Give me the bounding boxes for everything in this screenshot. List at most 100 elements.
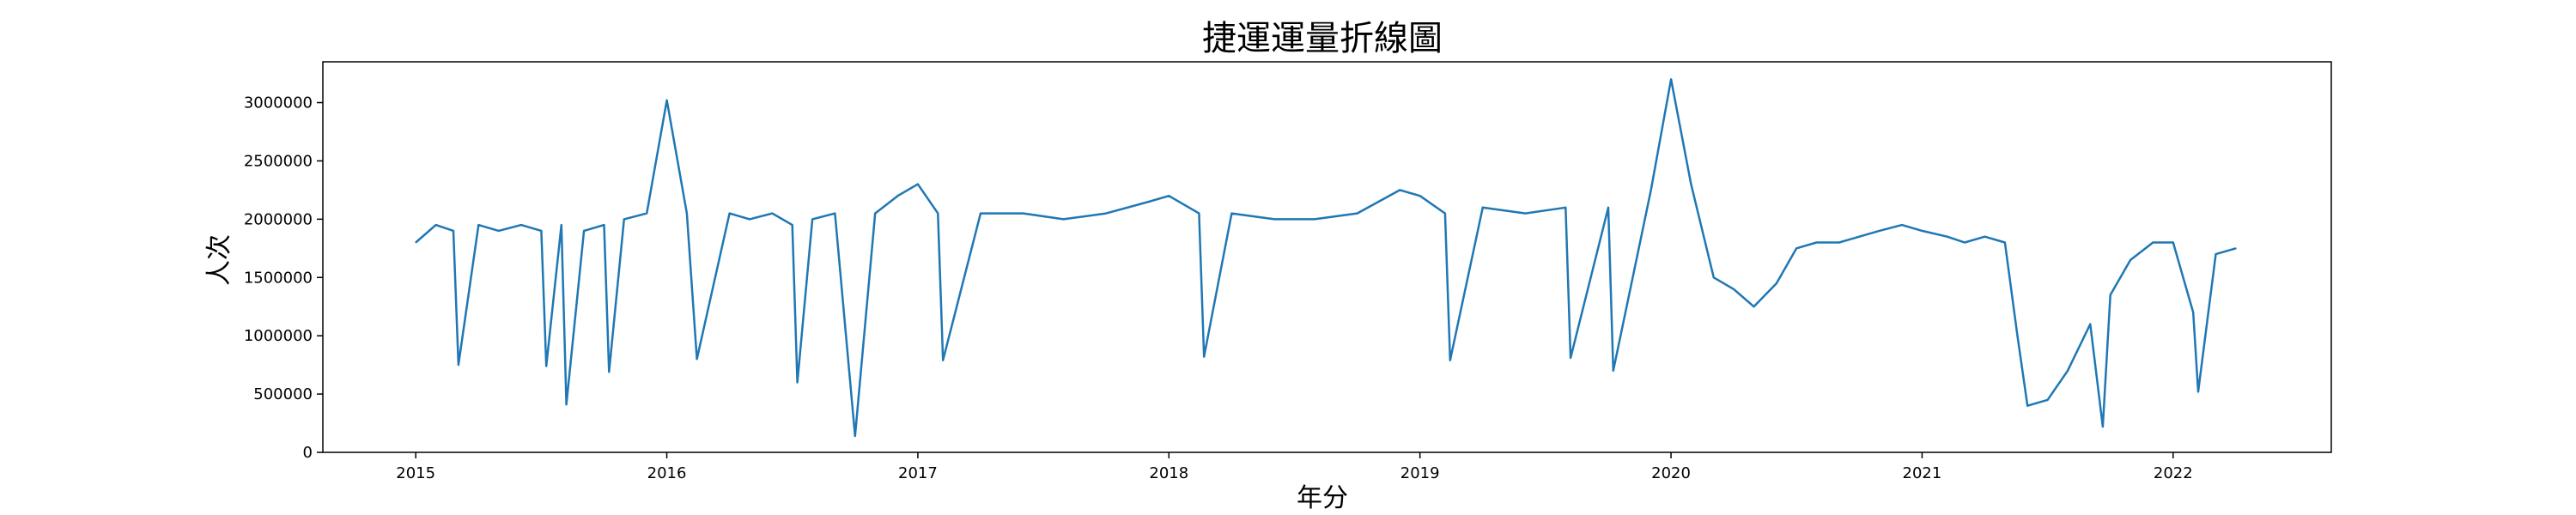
data-point bbox=[1273, 218, 1275, 221]
data-point bbox=[2192, 312, 2194, 313]
data-point bbox=[917, 183, 919, 185]
data-point bbox=[623, 218, 625, 221]
plot-area bbox=[415, 78, 2237, 438]
data-point bbox=[565, 403, 568, 406]
data-point bbox=[1444, 212, 1446, 215]
data-point bbox=[1753, 306, 1755, 308]
data-point bbox=[1230, 212, 1233, 215]
data-point bbox=[2235, 247, 2237, 250]
data-point bbox=[1964, 241, 1965, 244]
data-point bbox=[771, 212, 774, 215]
data-point bbox=[497, 230, 500, 232]
x-axis: 2015 2016 2017 2018 2019 2020 2021 2022 bbox=[396, 452, 2193, 482]
data-point bbox=[561, 224, 562, 226]
data-point bbox=[2067, 370, 2069, 372]
data-point bbox=[1901, 224, 1903, 226]
data-point bbox=[749, 218, 750, 221]
data-point bbox=[458, 364, 459, 366]
data-point bbox=[1713, 276, 1715, 279]
x-tick-label: 2021 bbox=[1903, 464, 1942, 482]
data-point bbox=[1690, 183, 1692, 185]
series-line bbox=[415, 78, 2237, 438]
data-point bbox=[1062, 218, 1065, 221]
data-point bbox=[603, 224, 605, 226]
y-tick-label: 2500000 bbox=[244, 152, 313, 170]
y-tick-label: 0 bbox=[303, 444, 313, 462]
data-point bbox=[791, 224, 793, 226]
y-tick-label: 2000000 bbox=[244, 210, 313, 228]
data-point bbox=[2016, 335, 2019, 337]
data-point bbox=[1921, 230, 1923, 232]
data-point bbox=[2197, 391, 2199, 393]
data-point bbox=[1356, 212, 1358, 215]
data-point bbox=[415, 241, 417, 244]
data-point bbox=[2109, 294, 2111, 296]
data-point bbox=[1670, 78, 1672, 81]
data-point bbox=[1984, 235, 1986, 238]
y-axis: 0 500000 1000000 1500000 2000000 2500000 30000… bbox=[244, 94, 323, 462]
data-point bbox=[2004, 241, 2006, 244]
y-tick-label: 1000000 bbox=[244, 327, 313, 345]
data-point bbox=[2172, 241, 2174, 244]
data-point bbox=[1858, 235, 1861, 238]
data-point bbox=[980, 212, 981, 215]
data-point bbox=[937, 212, 939, 215]
data-point bbox=[811, 218, 813, 221]
data-point bbox=[1946, 235, 1948, 238]
data-point bbox=[477, 224, 480, 226]
data-point bbox=[942, 359, 944, 361]
data-point bbox=[665, 100, 668, 101]
x-tick-label: 2017 bbox=[898, 464, 938, 482]
data-point bbox=[2026, 404, 2028, 407]
data-point bbox=[1564, 207, 1567, 209]
data-point bbox=[1613, 370, 1614, 372]
x-tick-label: 2016 bbox=[647, 464, 687, 482]
data-point bbox=[2089, 323, 2092, 325]
data-point bbox=[1314, 218, 1315, 221]
data-point bbox=[2152, 241, 2154, 244]
data-point bbox=[1570, 357, 1571, 359]
data-point bbox=[453, 230, 454, 232]
data-point bbox=[1419, 195, 1421, 197]
x-tick-label: 2019 bbox=[1400, 464, 1440, 482]
y-tick-label: 500000 bbox=[253, 385, 313, 403]
data-point bbox=[1795, 247, 1797, 250]
data-point bbox=[1399, 189, 1401, 191]
data-point bbox=[2046, 399, 2049, 401]
data-point bbox=[608, 371, 611, 373]
data-point bbox=[1168, 195, 1170, 197]
data-point bbox=[540, 230, 543, 232]
data-point bbox=[696, 358, 698, 360]
data-point bbox=[1838, 241, 1840, 244]
data-point bbox=[1203, 355, 1205, 358]
x-tick-label: 2020 bbox=[1651, 464, 1691, 482]
data-point bbox=[854, 435, 856, 437]
data-point bbox=[1649, 189, 1652, 191]
x-tick-label: 2018 bbox=[1149, 464, 1188, 482]
data-point bbox=[646, 212, 647, 215]
data-point bbox=[1733, 288, 1735, 290]
data-point bbox=[896, 195, 899, 197]
data-point bbox=[1198, 212, 1200, 215]
data-point bbox=[1449, 359, 1451, 361]
data-point bbox=[1776, 282, 1777, 284]
data-point bbox=[2129, 259, 2131, 261]
data-point bbox=[874, 212, 876, 215]
y-tick-label: 3000000 bbox=[244, 94, 313, 112]
data-point bbox=[834, 212, 836, 215]
x-axis-title: 年分 bbox=[1297, 483, 1348, 513]
data-point bbox=[520, 224, 522, 226]
x-tick-label: 2022 bbox=[2154, 464, 2193, 482]
plot-frame bbox=[322, 61, 2332, 453]
data-point bbox=[1148, 201, 1150, 203]
y-tick-label: 1500000 bbox=[244, 269, 313, 287]
data-point bbox=[1815, 241, 1818, 244]
data-point bbox=[1607, 207, 1609, 209]
data-point bbox=[434, 224, 437, 226]
data-point bbox=[1524, 212, 1527, 215]
chart-title: 捷運運量折線圖 bbox=[1202, 19, 1443, 58]
data-point bbox=[2102, 426, 2104, 427]
data-point bbox=[1482, 207, 1484, 209]
data-point bbox=[583, 230, 585, 232]
data-point bbox=[728, 212, 731, 215]
